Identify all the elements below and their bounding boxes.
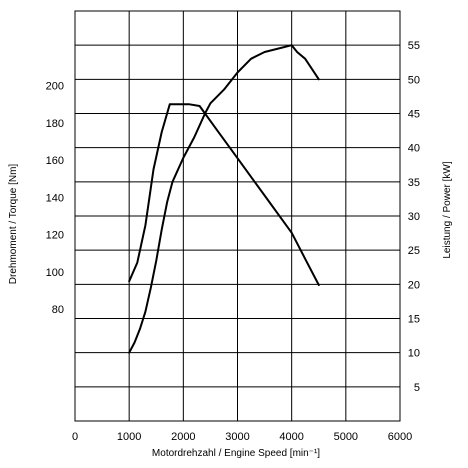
left-y-tick-label: 200 bbox=[46, 81, 64, 93]
x-tick-label: 4000 bbox=[279, 431, 303, 443]
right-y-tick-label: 40 bbox=[408, 143, 420, 155]
x-tick-label: 2000 bbox=[171, 431, 195, 443]
curves bbox=[128, 44, 320, 354]
x-tick-label: 1000 bbox=[117, 431, 141, 443]
tick-labels: 0 1000 2000 3000 4000 5000 6000 80 100 120 140 160 1… bbox=[46, 40, 420, 443]
left-y-tick-label: 120 bbox=[46, 230, 64, 242]
x-tick-label: 0 bbox=[72, 431, 78, 443]
right-y-tick-label: 10 bbox=[408, 348, 420, 360]
right-y-tick-label: 25 bbox=[408, 245, 420, 257]
x-axis-label: Motordrehzahl / Engine Speed [min⁻¹] bbox=[152, 448, 320, 459]
grid bbox=[74, 10, 401, 422]
torque-curve bbox=[128, 103, 320, 286]
right-y-tick-label: 15 bbox=[408, 314, 420, 326]
left-y-tick-label: 80 bbox=[52, 304, 64, 316]
x-tick-label: 3000 bbox=[225, 431, 249, 443]
left-y-tick-label: 100 bbox=[46, 267, 64, 279]
right-y-tick-label: 30 bbox=[408, 211, 420, 223]
right-y-tick-label: 55 bbox=[408, 40, 420, 52]
right-y-tick-label: 20 bbox=[408, 279, 420, 291]
x-tick-label: 5000 bbox=[334, 431, 358, 443]
right-y-tick-label: 50 bbox=[408, 74, 420, 86]
x-tick-label: 6000 bbox=[388, 431, 412, 443]
right-y-tick-label: 35 bbox=[408, 177, 420, 189]
right-y-axis-label: Leistung / Power [kW] bbox=[442, 161, 453, 258]
right-y-tick-label: 45 bbox=[408, 109, 420, 121]
right-y-tick-label: 5 bbox=[414, 382, 420, 394]
left-y-tick-label: 140 bbox=[46, 192, 64, 204]
left-y-tick-label: 180 bbox=[46, 118, 64, 130]
power-curve bbox=[128, 44, 320, 354]
left-y-tick-label: 160 bbox=[46, 155, 64, 167]
left-y-axis-label: Drehmoment / Torque [Nm] bbox=[8, 164, 19, 285]
